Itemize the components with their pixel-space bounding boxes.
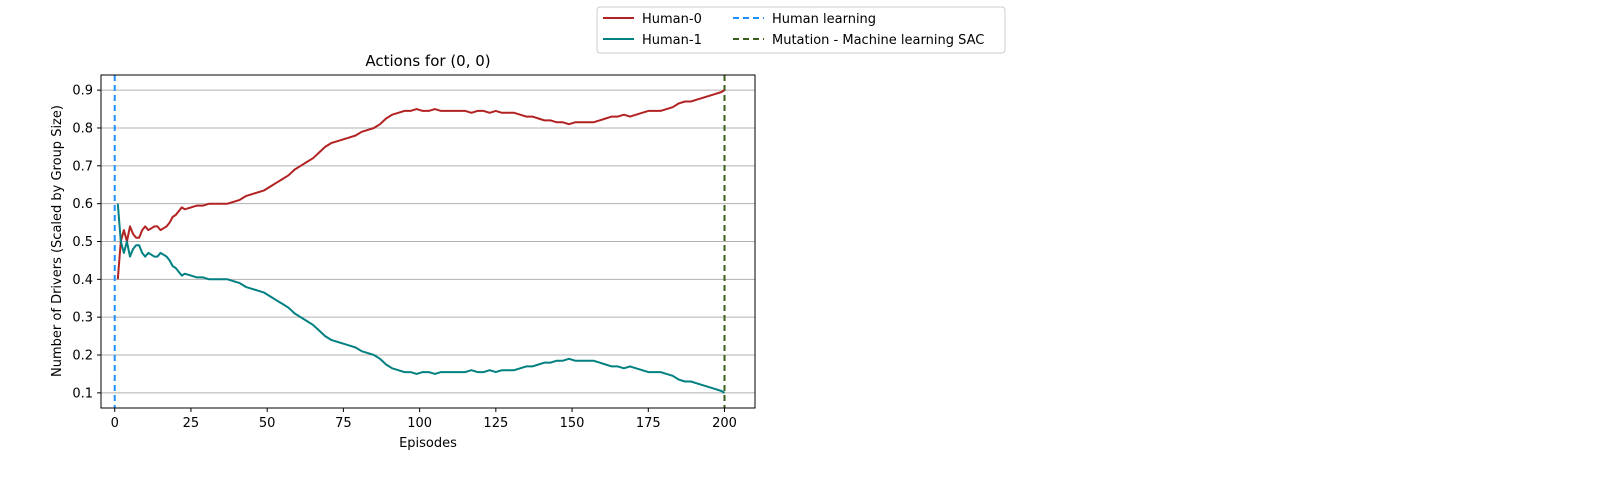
y-tick-label: 0.1 xyxy=(72,386,93,401)
y-tick-label: 0.7 xyxy=(72,159,93,174)
x-axis-label: Episodes xyxy=(399,436,457,451)
y-tick-label: 0.6 xyxy=(72,197,93,212)
x-tick-label: 150 xyxy=(560,416,585,431)
y-tick-label: 0.8 xyxy=(72,121,93,136)
legend-label-human-1: Human-1 xyxy=(642,33,702,48)
x-axis-ticks: 0 25 50 75 100 125 150 175 200 xyxy=(111,408,737,431)
y-axis-label: Number of Drivers (Scaled by Group Size) xyxy=(50,105,65,377)
x-tick-label: 25 xyxy=(183,416,200,431)
y-tick-label: 0.4 xyxy=(72,273,93,288)
series-line-human-0 xyxy=(116,89,726,280)
x-tick-label: 125 xyxy=(483,416,508,431)
legend-label-human-0: Human-0 xyxy=(642,12,702,27)
y-tick-label: 0.9 xyxy=(72,84,93,99)
y-tick-label: 0.5 xyxy=(72,235,93,250)
series-lines xyxy=(116,89,726,394)
x-tick-label: 75 xyxy=(335,416,352,431)
x-tick-label: 0 xyxy=(111,416,119,431)
legend-label-mutation: Mutation - Machine learning SAC xyxy=(772,33,984,48)
y-axis-ticks: 0.1 0.2 0.3 0.4 0.5 0.6 0.7 0.8 0.9 xyxy=(72,84,101,401)
x-tick-label: 50 xyxy=(259,416,276,431)
chart-title: Actions for (0, 0) xyxy=(365,52,490,70)
x-tick-label: 200 xyxy=(712,416,737,431)
x-tick-label: 175 xyxy=(636,416,661,431)
y-tick-label: 0.2 xyxy=(72,349,93,364)
legend: Human-0 Human-1 Human learning Mutation … xyxy=(596,6,1006,54)
x-tick-label: 100 xyxy=(407,416,432,431)
series-line-human-1 xyxy=(116,203,726,394)
legend-label-human-learning: Human learning xyxy=(772,12,876,27)
y-tick-label: 0.3 xyxy=(72,311,93,326)
legend-box xyxy=(596,6,1006,54)
reference-lines xyxy=(113,75,726,408)
